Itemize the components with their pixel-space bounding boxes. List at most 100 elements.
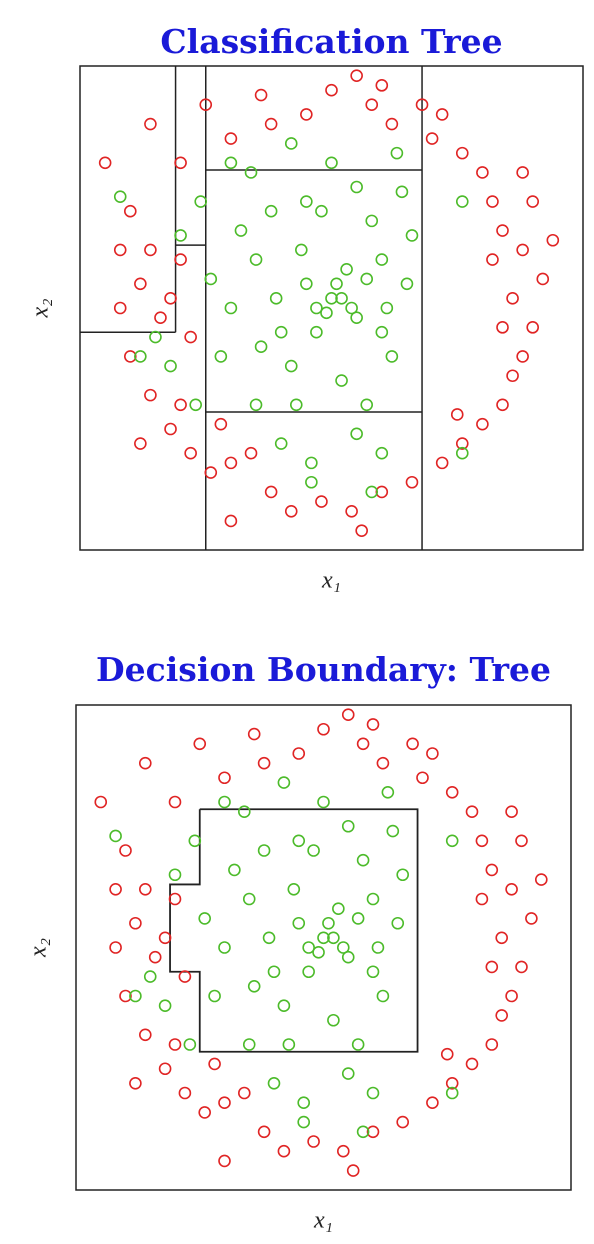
- point: [375, 79, 389, 92]
- point: [310, 325, 323, 339]
- point: [148, 950, 162, 964]
- point: [300, 277, 313, 291]
- point: [406, 737, 419, 751]
- point: [242, 892, 256, 906]
- point: [257, 756, 271, 770]
- point: [218, 1096, 231, 1109]
- point: [292, 916, 306, 930]
- point: [345, 301, 358, 315]
- chart-title: Classification Tree: [160, 22, 502, 61]
- point: [174, 229, 187, 242]
- point: [238, 1086, 251, 1100]
- point: [496, 321, 509, 334]
- point: [445, 834, 459, 848]
- point: [124, 204, 137, 218]
- point: [193, 737, 207, 751]
- point: [300, 108, 313, 121]
- point: [244, 166, 258, 179]
- point: [380, 301, 394, 315]
- point: [184, 446, 197, 460]
- point: [198, 1106, 211, 1119]
- point: [134, 277, 147, 291]
- point: [139, 1028, 152, 1042]
- point: [292, 834, 306, 848]
- point: [346, 1164, 360, 1177]
- point: [426, 1096, 439, 1109]
- point: [505, 989, 518, 1003]
- point: [305, 475, 318, 489]
- point: [262, 931, 276, 945]
- point: [300, 195, 313, 208]
- point: [476, 417, 489, 431]
- point: [174, 398, 187, 412]
- point: [476, 166, 489, 179]
- point: [376, 756, 390, 770]
- point: [405, 475, 419, 489]
- point: [546, 233, 560, 247]
- point: [381, 785, 395, 799]
- point: [341, 1067, 355, 1080]
- point: [425, 132, 439, 145]
- point: [277, 999, 291, 1013]
- point: [269, 292, 283, 305]
- point: [455, 437, 469, 450]
- point: [375, 485, 389, 499]
- point: [396, 1115, 410, 1129]
- point: [341, 819, 355, 833]
- point: [254, 88, 268, 102]
- point: [264, 204, 278, 218]
- point: [455, 195, 469, 208]
- point: [516, 350, 529, 363]
- point: [277, 1144, 291, 1158]
- point: [455, 146, 469, 160]
- point: [506, 292, 519, 305]
- point: [257, 1125, 271, 1139]
- point: [284, 504, 298, 518]
- point: [139, 882, 152, 896]
- point: [351, 1038, 365, 1051]
- point: [184, 330, 197, 344]
- point: [158, 1062, 172, 1076]
- point: [526, 195, 540, 208]
- point: [390, 146, 404, 160]
- point: [224, 456, 238, 470]
- point: [445, 785, 459, 799]
- point: [516, 243, 529, 257]
- point: [224, 514, 238, 528]
- point: [505, 805, 518, 819]
- point: [356, 737, 370, 751]
- point: [204, 466, 218, 479]
- point: [204, 272, 218, 286]
- point: [526, 321, 540, 334]
- point: [317, 722, 330, 736]
- decision-boundary: [169, 808, 419, 1053]
- point: [325, 156, 338, 170]
- point: [208, 989, 221, 1003]
- point: [129, 916, 142, 930]
- point: [143, 970, 157, 983]
- point: [139, 756, 152, 770]
- point: [486, 253, 499, 266]
- point: [218, 941, 231, 954]
- point: [317, 931, 330, 945]
- point: [124, 350, 137, 363]
- point: [395, 185, 409, 199]
- point: [485, 863, 499, 877]
- point: [218, 771, 231, 785]
- point: [98, 156, 112, 170]
- point: [134, 350, 147, 363]
- point: [360, 398, 374, 412]
- point: [345, 504, 358, 518]
- point: [350, 427, 363, 441]
- point: [297, 1096, 311, 1109]
- y-axis-label: x₂: [26, 938, 52, 958]
- point: [267, 965, 281, 979]
- point: [465, 1057, 479, 1071]
- point: [264, 485, 278, 499]
- point: [365, 485, 379, 499]
- point: [119, 844, 132, 857]
- point: [224, 132, 238, 145]
- point: [208, 1057, 221, 1071]
- point: [385, 350, 399, 363]
